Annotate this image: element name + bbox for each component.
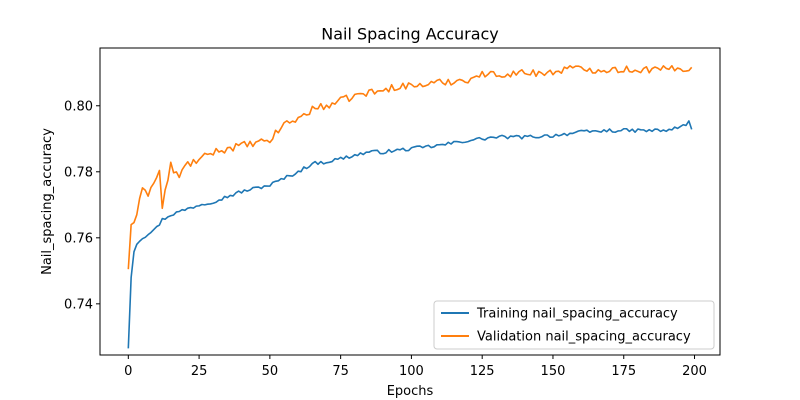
x-tick-label: 0	[124, 364, 132, 379]
plot-frame	[99, 47, 721, 356]
x-axis-label: Epochs	[387, 384, 434, 399]
x-tick-label: 25	[191, 364, 208, 379]
x-tick-label: 200	[682, 364, 707, 379]
x-tick-label: 100	[399, 364, 424, 379]
legend: Training nail_spacing_accuracy Validatio…	[433, 300, 715, 350]
y-tick-label: 0.80	[64, 99, 93, 114]
x-tick-label: 75	[332, 364, 349, 379]
legend-label-validation: Validation nail_spacing_accuracy	[477, 330, 691, 345]
y-tick-label: 0.74	[64, 297, 93, 312]
y-tick-label: 0.78	[64, 165, 93, 180]
x-tick-label: 175	[611, 364, 636, 379]
plot-area	[99, 47, 721, 356]
legend-box	[433, 300, 715, 350]
chart-title: Nail Spacing Accuracy	[321, 25, 499, 44]
y-tick-label: 0.76	[64, 231, 93, 246]
legend-label-training: Training nail_spacing_accuracy	[476, 307, 678, 322]
y-axis-label: Nail_spacing_accuracy	[40, 128, 55, 275]
x-tick-label: 150	[541, 364, 566, 379]
x-tick-label: 50	[262, 364, 279, 379]
y-axis: 0.74 0.76 0.78 0.80	[64, 99, 100, 312]
x-axis: 0 25 50 75 100 125 150 175 200	[124, 355, 707, 379]
series-line-validation	[127, 65, 693, 270]
series-line-training	[127, 120, 693, 349]
series-layer	[127, 65, 693, 349]
x-tick-label: 125	[470, 364, 495, 379]
